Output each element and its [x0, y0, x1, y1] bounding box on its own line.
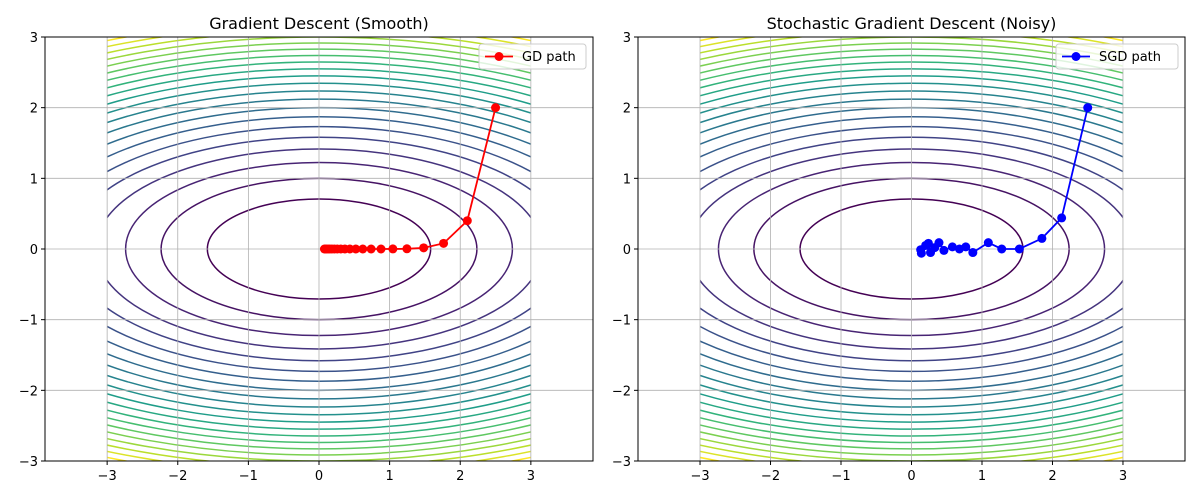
data-point	[926, 248, 936, 258]
data-point	[419, 243, 429, 253]
y-tick-label: 3	[30, 31, 38, 46]
y-tick-label: −1	[19, 314, 38, 329]
legend-marker	[494, 52, 504, 61]
data-point	[402, 244, 412, 254]
data-point	[939, 245, 949, 255]
legend-label: SGD path	[1099, 50, 1161, 65]
axes-frame	[44, 36, 594, 462]
x-tick-label: 3	[527, 469, 535, 484]
x-tick-label: 2	[456, 469, 464, 484]
y-tick-label: 1	[623, 172, 631, 187]
x-tick-label: −3	[98, 469, 117, 484]
y-tick-label: −3	[612, 455, 631, 470]
data-point	[1014, 244, 1024, 254]
data-point	[954, 244, 964, 254]
legend-box	[1055, 43, 1179, 70]
x-tick-label: −2	[761, 469, 780, 484]
data-point	[947, 242, 957, 252]
legend-marker	[1071, 52, 1081, 61]
x-tick-label: 0	[907, 469, 915, 484]
data-point	[968, 248, 978, 258]
data-point	[1083, 103, 1093, 113]
subplot-1: −3 −3 −2 −2 −1 −1 0 0 1 1 2 2 3 3 Gradient Descent (Sm…	[19, 14, 594, 484]
data-point	[916, 245, 926, 255]
data-point	[376, 244, 386, 254]
y-tick-label: −3	[19, 455, 38, 470]
data-point	[983, 238, 993, 248]
x-tick-label: 3	[1119, 469, 1127, 484]
x-tick-label: −2	[168, 469, 187, 484]
x-tick-label: 0	[315, 469, 323, 484]
y-tick-label: 0	[623, 243, 631, 258]
y-tick-label: 1	[30, 172, 38, 187]
legend-label: GD path	[522, 50, 576, 65]
y-tick-label: 3	[623, 31, 631, 46]
x-tick-label: 2	[1048, 469, 1056, 484]
data-point	[319, 244, 329, 254]
x-tick-label: 1	[385, 469, 393, 484]
y-tick-label: 2	[30, 102, 38, 117]
data-point	[358, 244, 368, 254]
legend-box	[478, 43, 587, 70]
chart-title: Stochastic Gradient Descent (Noisy)	[767, 14, 1057, 33]
y-tick-label: 0	[30, 243, 38, 258]
data-point	[1037, 233, 1047, 243]
x-tick-label: −3	[690, 469, 709, 484]
data-point	[439, 238, 449, 248]
data-point	[388, 244, 398, 254]
legend: SGD path	[1055, 43, 1179, 70]
y-tick-label: −2	[19, 384, 38, 399]
y-tick-label: 2	[623, 102, 631, 117]
data-point	[366, 244, 376, 254]
data-point	[491, 103, 501, 113]
y-tick-label: −2	[612, 384, 631, 399]
data-point	[997, 244, 1007, 254]
data-point	[462, 216, 472, 226]
subplot-2: −3 −3 −2 −2 −1 −1 0 0 1 1 2 2 3 3 Stochastic Gradient …	[612, 14, 1186, 484]
x-tick-label: −1	[831, 469, 850, 484]
y-tick-label: −1	[612, 314, 631, 329]
x-tick-label: 1	[978, 469, 986, 484]
x-tick-label: −1	[239, 469, 258, 484]
chart-title: Gradient Descent (Smooth)	[209, 14, 429, 33]
legend: GD path	[478, 43, 587, 70]
axes-frame	[637, 36, 1186, 462]
data-point	[1057, 213, 1067, 223]
